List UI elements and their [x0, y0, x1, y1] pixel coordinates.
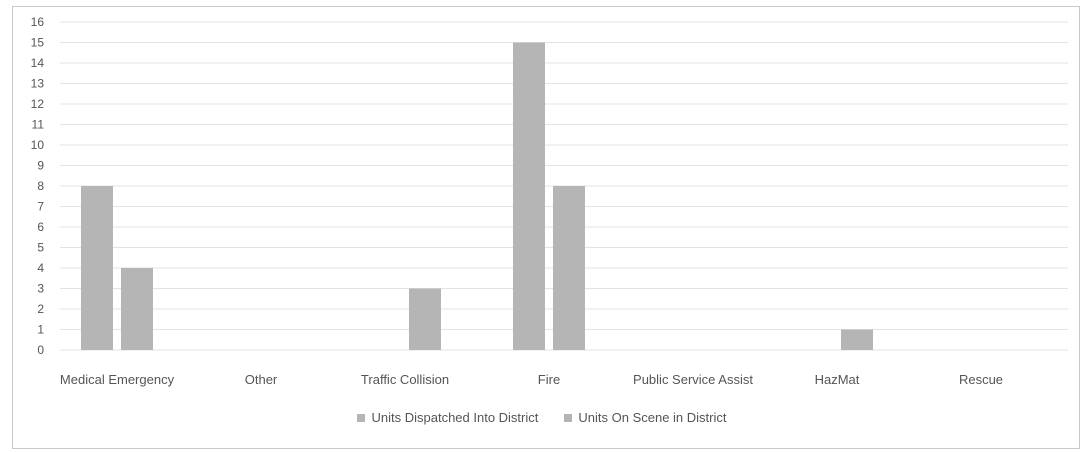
- category-label: Traffic Collision: [361, 372, 449, 387]
- y-tick-label: 4: [37, 261, 44, 275]
- category-label: Other: [245, 372, 278, 387]
- y-tick-label: 12: [31, 97, 45, 111]
- legend-swatch-on-scene: [564, 413, 573, 422]
- legend-item-dispatched: Units Dispatched Into District: [357, 410, 538, 425]
- y-tick-label: 16: [31, 15, 45, 29]
- legend-item-on-scene: Units On Scene in District: [564, 410, 727, 425]
- x-axis-labels: Medical Emergency Other Traffic Collision F…: [60, 372, 1003, 387]
- category-label: Medical Emergency: [60, 372, 175, 387]
- y-tick-label: 3: [37, 282, 44, 296]
- bar-on-scene: [409, 288, 441, 350]
- category-label: HazMat: [815, 372, 860, 387]
- y-tick-label: 14: [31, 56, 45, 70]
- y-tick-label: 6: [37, 220, 44, 234]
- y-tick-label: 0: [37, 343, 44, 357]
- category-label: Public Service Assist: [633, 372, 753, 387]
- y-tick-label: 15: [31, 36, 45, 50]
- y-tick-label: 2: [37, 302, 44, 316]
- y-tick-label: 11: [32, 118, 45, 132]
- legend: Units Dispatched Into District Units On …: [0, 410, 1084, 425]
- y-tick-label: 10: [31, 138, 45, 152]
- y-tick-label: 8: [37, 179, 44, 193]
- bar-on-scene: [553, 186, 585, 350]
- legend-label-dispatched: Units Dispatched Into District: [371, 410, 539, 425]
- y-tick-label: 9: [37, 159, 44, 173]
- category-label: Fire: [538, 372, 560, 387]
- category-label: Rescue: [959, 372, 1003, 387]
- bar-on-scene: [841, 329, 873, 350]
- bar-on-scene: [121, 268, 153, 350]
- y-tick-label: 1: [37, 323, 44, 337]
- legend-swatch-dispatched: [357, 413, 366, 422]
- y-tick-label: 13: [31, 77, 45, 91]
- y-tick-label: 7: [37, 200, 44, 214]
- bar-dispatched: [513, 42, 545, 350]
- bars: [81, 42, 873, 350]
- bar-dispatched: [81, 186, 113, 350]
- legend-label-on-scene: Units On Scene in District: [578, 410, 727, 425]
- y-tick-label: 5: [37, 241, 44, 255]
